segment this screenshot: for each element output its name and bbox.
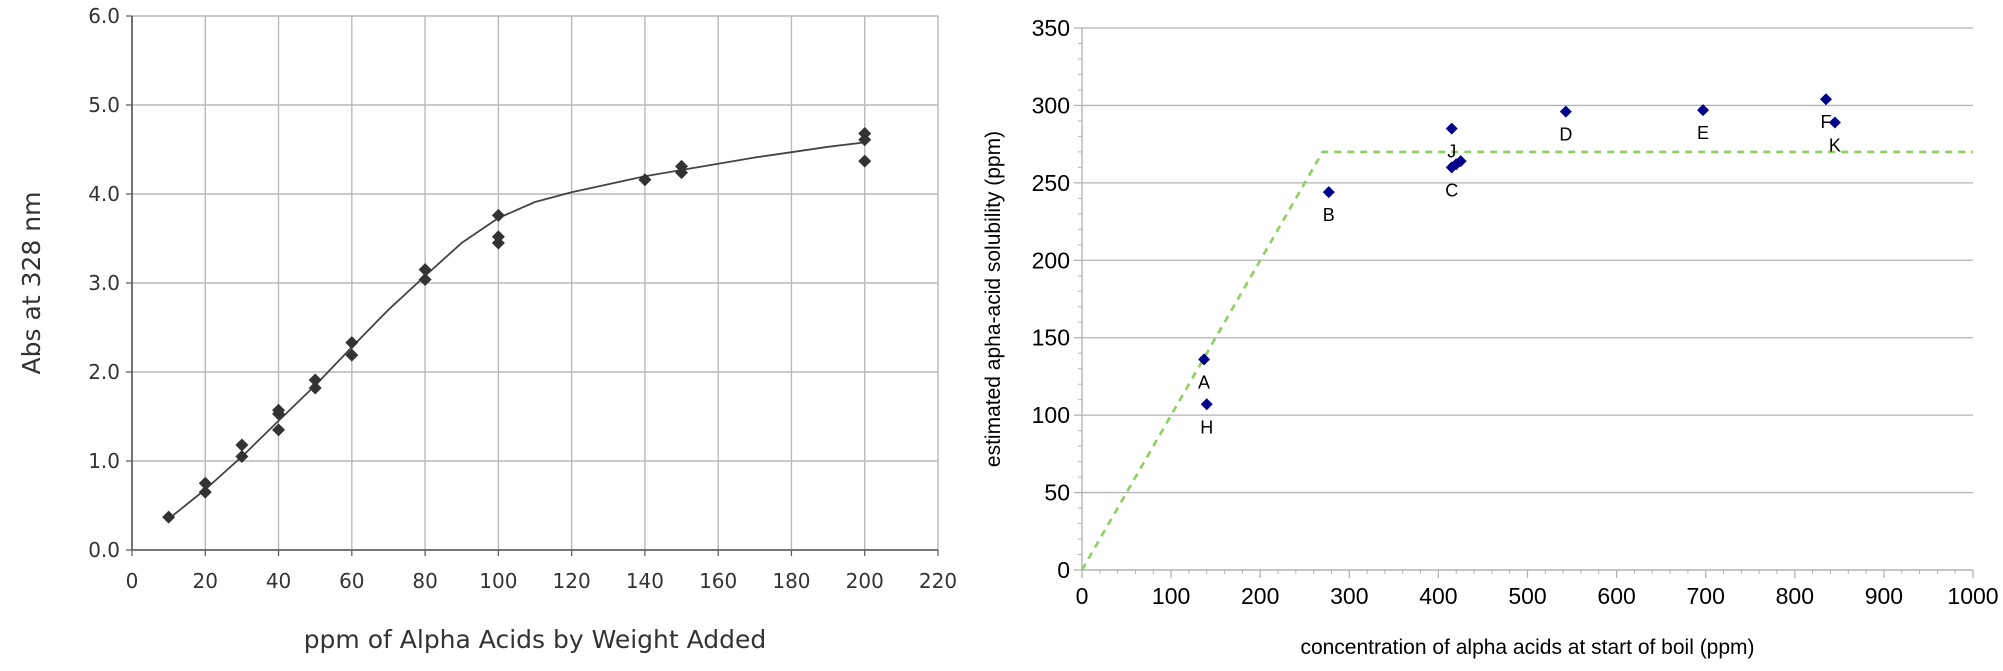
left-data-point: [272, 403, 286, 417]
right-data-point: [1697, 104, 1710, 117]
right-point-label: D: [1559, 125, 1572, 145]
right-y-tick-label: 350: [1032, 15, 1070, 41]
left-data-point: [858, 154, 872, 168]
right-x-tick-label: 500: [1508, 583, 1546, 609]
left-data-point: [418, 263, 432, 277]
right-data-point: [1200, 398, 1213, 411]
right-x-tick-label: 1000: [1947, 583, 1998, 609]
left-chart-absorbance: 0 20 40 60 80 100 120 140 160 180 200 220 0.0 1.0 2.0 3…: [17, 4, 957, 654]
left-x-tick-label: 140: [626, 569, 664, 593]
right-data-point: [1445, 122, 1458, 135]
left-data-point: [675, 159, 689, 173]
left-trend-curve: [168, 141, 865, 520]
right-y-tick-label: 0: [1057, 557, 1070, 583]
left-data-point: [345, 348, 359, 362]
left-x-tick-label: 220: [919, 569, 957, 593]
left-x-axis-label: ppm of Alpha Acids by Weight Added: [304, 625, 767, 654]
left-y-tick-label: 1.0: [88, 449, 120, 473]
left-data-point: [308, 381, 322, 395]
right-x-tick-label: 100: [1152, 583, 1190, 609]
right-y-tick-label: 50: [1044, 480, 1070, 506]
right-data-point: [1198, 353, 1211, 366]
left-y-axis-label: Abs at 328 nm: [17, 192, 46, 375]
right-data-point: [1828, 116, 1841, 129]
left-data-point: [491, 230, 505, 244]
left-data-point: [308, 373, 322, 387]
right-point-label: B: [1323, 205, 1335, 225]
right-data-point: [1819, 93, 1832, 106]
left-data-point: [235, 438, 249, 452]
left-data-point: [491, 208, 505, 222]
left-y-tick-label: 3.0: [88, 271, 120, 295]
left-x-tick-label: 180: [772, 569, 810, 593]
left-data-point: [198, 485, 212, 499]
left-x-tick-label: 60: [339, 569, 364, 593]
right-reference-line: [1080, 150, 1973, 571]
left-data-point: [162, 510, 176, 524]
left-data-point: [272, 423, 286, 437]
left-x-tick-label: 160: [699, 569, 737, 593]
left-data-point: [858, 126, 872, 140]
right-y-tick-label: 300: [1032, 92, 1070, 118]
left-x-tick-label: 20: [193, 569, 218, 593]
left-y-tick-label: 5.0: [88, 93, 120, 117]
right-y-tick-label: 200: [1032, 247, 1070, 273]
left-x-tick-label: 120: [553, 569, 591, 593]
right-point-label: A: [1198, 372, 1210, 392]
left-x-tick-label: 0: [126, 569, 139, 593]
left-y-tick-label: 0.0: [88, 538, 120, 562]
right-chart-solubility: 0 50 100 150 200 250 300 350 0 100 200 300 400 500 600…: [982, 15, 1999, 659]
right-y-tick-label: 150: [1032, 325, 1070, 351]
right-x-tick-label: 700: [1687, 583, 1725, 609]
right-y-tick-label: 100: [1032, 402, 1070, 428]
right-x-tick-label: 300: [1330, 583, 1368, 609]
right-x-tick-label: 400: [1419, 583, 1457, 609]
right-point-label: J: [1447, 142, 1456, 162]
right-x-tick-label: 200: [1241, 583, 1279, 609]
right-point-label: H: [1200, 417, 1213, 437]
left-x-tick-label: 40: [266, 569, 291, 593]
left-x-tick-label: 200: [846, 569, 884, 593]
left-data-point: [198, 476, 212, 490]
right-point-label: K: [1829, 135, 1841, 155]
left-y-tick-label: 6.0: [88, 4, 120, 28]
left-data-point: [345, 336, 359, 350]
left-data-point: [418, 272, 432, 286]
right-x-tick-label: 600: [1597, 583, 1635, 609]
left-data-point: [638, 173, 652, 187]
right-data-point: [1454, 155, 1467, 168]
right-x-tick-label: 900: [1865, 583, 1903, 609]
left-x-tick-label: 80: [412, 569, 437, 593]
right-data-point: [1559, 105, 1572, 118]
right-x-tick-label: 0: [1076, 583, 1089, 609]
left-data-point: [235, 450, 249, 464]
right-x-axis-label: concentration of alpha acids at start of…: [1300, 636, 1754, 659]
right-data-point: [1322, 186, 1335, 199]
right-x-tick-label: 800: [1776, 583, 1814, 609]
right-point-label: F: [1820, 112, 1831, 132]
right-point-label: C: [1445, 180, 1458, 200]
right-point-label: E: [1697, 123, 1709, 143]
right-y-tick-label: 250: [1032, 170, 1070, 196]
left-y-tick-label: 2.0: [88, 360, 120, 384]
left-x-tick-label: 100: [479, 569, 517, 593]
left-y-tick-label: 4.0: [88, 182, 120, 206]
right-y-axis-label: estimated apha-acid solubility (ppm): [982, 131, 1005, 467]
